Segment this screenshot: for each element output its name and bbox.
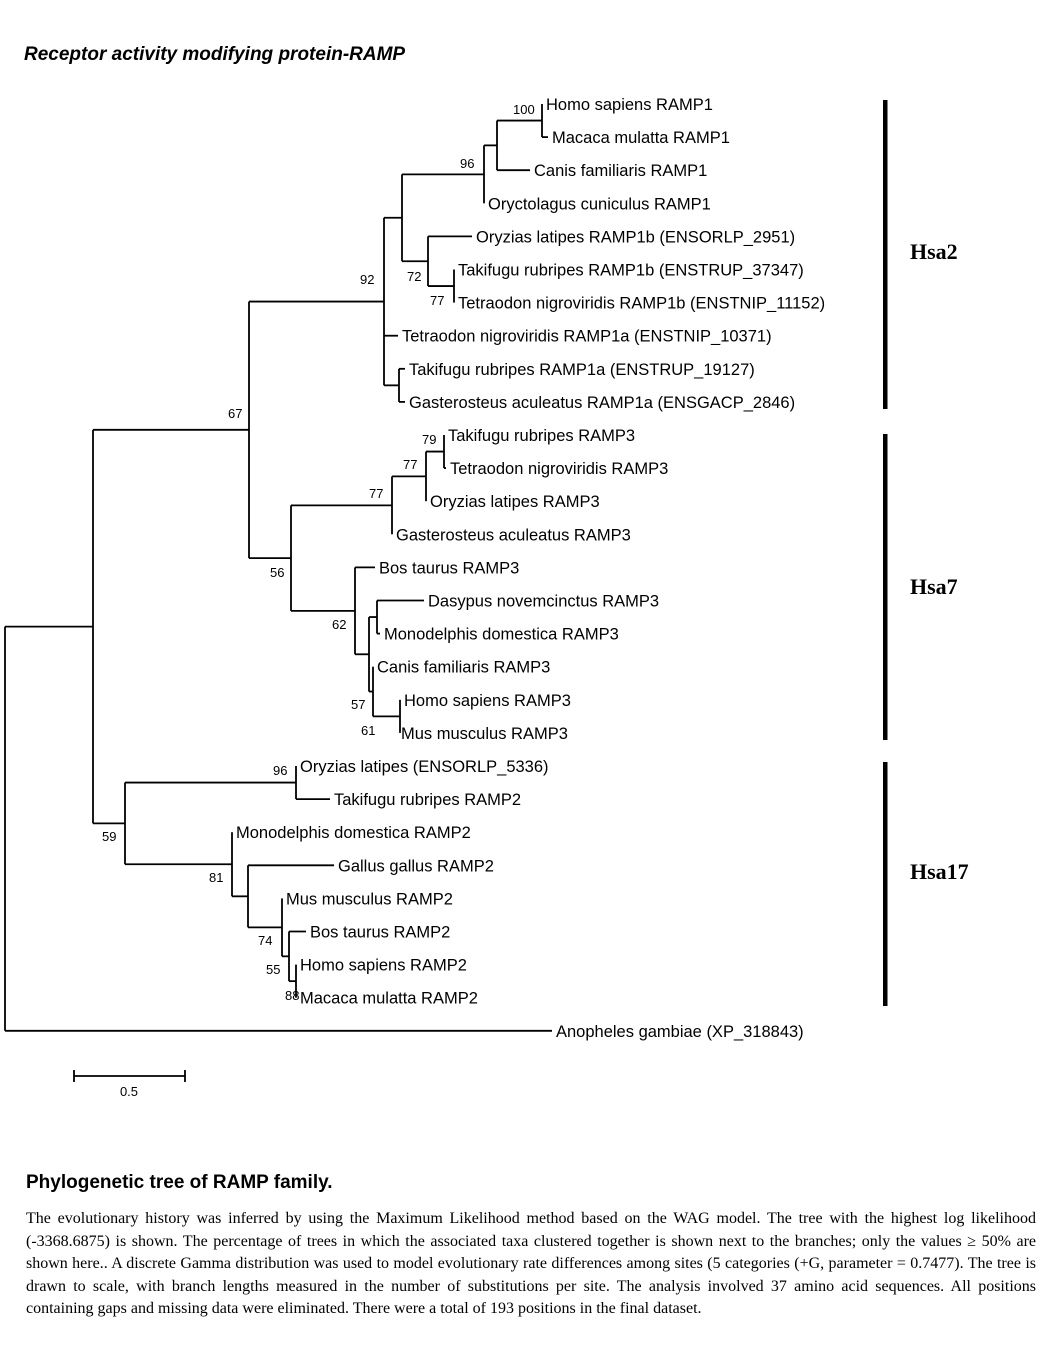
taxon-label: Homo sapiens RAMP3 bbox=[404, 692, 571, 710]
taxon-label: Bos taurus RAMP2 bbox=[310, 924, 450, 942]
taxon-label: Canis familiaris RAMP3 bbox=[377, 659, 550, 677]
taxon-label: Tetraodon nigroviridis RAMP1b (ENSTNIP_1… bbox=[458, 295, 825, 313]
bootstrap-value: 77 bbox=[403, 457, 417, 472]
caption-title: Phylogenetic tree of RAMP family. bbox=[26, 1172, 333, 1193]
bootstrap-value: 92 bbox=[360, 272, 374, 287]
group-bracket bbox=[883, 762, 888, 1006]
bootstrap-value: 61 bbox=[361, 723, 375, 738]
taxon-label: Takifugu rubripes RAMP1a (ENSTRUP_19127) bbox=[409, 361, 755, 379]
figure-title: Receptor activity modifying protein-RAMP bbox=[24, 44, 406, 65]
taxon-label: Mus musculus RAMP2 bbox=[286, 890, 453, 908]
bootstrap-value: 88 bbox=[285, 988, 299, 1003]
taxon-label: Dasypus novemcinctus RAMP3 bbox=[428, 593, 659, 611]
taxon-label: Homo sapiens RAMP2 bbox=[300, 957, 467, 975]
group-label: Hsa2 bbox=[910, 239, 958, 264]
bootstrap-value: 72 bbox=[407, 269, 421, 284]
bootstrap-value: 96 bbox=[273, 763, 287, 778]
bootstrap-value: 59 bbox=[102, 829, 116, 844]
caption-text: The evolutionary history was inferred by… bbox=[26, 1210, 1036, 1317]
taxon-label: Mus musculus RAMP3 bbox=[401, 725, 568, 743]
bootstrap-value: 62 bbox=[332, 617, 346, 632]
taxon-label: Monodelphis domestica RAMP2 bbox=[236, 824, 471, 842]
group-label: Hsa17 bbox=[910, 859, 969, 884]
taxon-label: Gasterosteus aculeatus RAMP3 bbox=[396, 526, 631, 544]
taxon-label: Takifugu rubripes RAMP3 bbox=[448, 427, 635, 445]
taxon-label: Bos taurus RAMP3 bbox=[379, 559, 519, 577]
taxon-label: Canis familiaris RAMP1 bbox=[534, 162, 707, 180]
taxon-label: Anopheles gambiae (XP_318843) bbox=[556, 1023, 804, 1041]
taxon-label: Oryzias latipes RAMP3 bbox=[430, 493, 600, 511]
bootstrap-value: 67 bbox=[228, 406, 242, 421]
bootstrap-value: 55 bbox=[266, 962, 280, 977]
taxon-label: Takifugu rubripes RAMP2 bbox=[334, 791, 521, 809]
taxon-label: Macaca mulatta RAMP1 bbox=[552, 129, 730, 147]
bootstrap-value: 79 bbox=[422, 432, 436, 447]
bootstrap-value: 56 bbox=[270, 565, 284, 580]
bootstrap-value: 100 bbox=[513, 102, 535, 117]
group-bracket bbox=[883, 100, 888, 409]
group-bracket bbox=[883, 434, 888, 740]
taxon-label: Oryctolagus cuniculus RAMP1 bbox=[488, 195, 711, 213]
taxon-label: Tetraodon nigroviridis RAMP3 bbox=[450, 460, 668, 478]
bootstrap-value: 77 bbox=[369, 486, 383, 501]
bootstrap-value: 81 bbox=[209, 870, 223, 885]
figure-caption: Phylogenetic tree of RAMP family. The ev… bbox=[26, 1172, 1036, 1321]
taxon-label: Monodelphis domestica RAMP3 bbox=[384, 626, 619, 644]
taxon-label: Macaca mulatta RAMP2 bbox=[300, 990, 478, 1008]
group-label: Hsa7 bbox=[910, 574, 958, 599]
scale-bar-label: 0.5 bbox=[120, 1084, 138, 1099]
taxon-label: Gallus gallus RAMP2 bbox=[338, 857, 494, 875]
bootstrap-value: 57 bbox=[351, 697, 365, 712]
taxon-label: Oryzias latipes RAMP1b (ENSORLP_2951) bbox=[476, 228, 795, 246]
taxon-label: Takifugu rubripes RAMP1b (ENSTRUP_37347) bbox=[458, 262, 804, 280]
taxon-label: Homo sapiens RAMP1 bbox=[546, 96, 713, 114]
bootstrap-value: 96 bbox=[460, 156, 474, 171]
bootstrap-value: 74 bbox=[258, 933, 272, 948]
taxon-label: Oryzias latipes (ENSORLP_5336) bbox=[300, 758, 549, 776]
taxon-label: Gasterosteus aculeatus RAMP1a (ENSGACP_2… bbox=[409, 394, 795, 412]
bootstrap-value: 77 bbox=[430, 293, 444, 308]
taxon-label: Tetraodon nigroviridis RAMP1a (ENSTNIP_1… bbox=[402, 328, 772, 346]
phylogenetic-tree: Homo sapiens RAMP1 Macaca mulatta RAMP1 Ca… bbox=[4, 96, 969, 1099]
